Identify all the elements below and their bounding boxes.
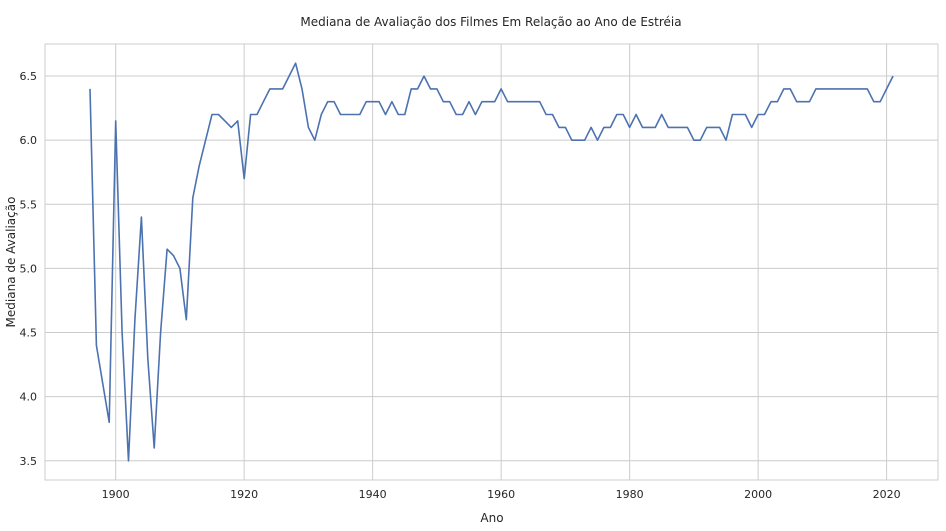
x-tick-label: 1980 — [616, 488, 644, 501]
plot-area-frame — [44, 43, 939, 481]
x-tick-label: 1900 — [102, 488, 130, 501]
y-tick-label: 5.0 — [20, 262, 38, 275]
y-tick-label: 6.5 — [20, 70, 38, 83]
y-axis-title: Mediana de Avaliação — [4, 197, 18, 328]
chart-title: Mediana de Avaliação dos Filmes Em Relaç… — [300, 15, 681, 29]
x-tick-labels: 1900 1920 1940 1960 1980 2000 2020 — [102, 488, 901, 501]
series-line — [89, 62, 894, 462]
y-tick-label: 4.0 — [20, 391, 38, 404]
x-tick-label: 2020 — [873, 488, 901, 501]
x-tick-label: 2000 — [744, 488, 772, 501]
y-tick-label: 3.5 — [20, 455, 38, 468]
x-tick-label: 1940 — [359, 488, 387, 501]
y-tick-label: 6.0 — [20, 134, 38, 147]
y-tick-label: 5.5 — [20, 198, 38, 211]
grid — [45, 44, 938, 480]
y-tick-labels: 3.5 4.0 4.5 5.0 5.5 6.0 6.5 — [20, 70, 38, 468]
x-tick-label: 1960 — [487, 488, 515, 501]
data-points — [89, 63, 894, 461]
y-tick-label: 4.5 — [20, 327, 38, 340]
x-tick-label: 1920 — [230, 488, 258, 501]
x-axis-title: Ano — [480, 511, 503, 525]
